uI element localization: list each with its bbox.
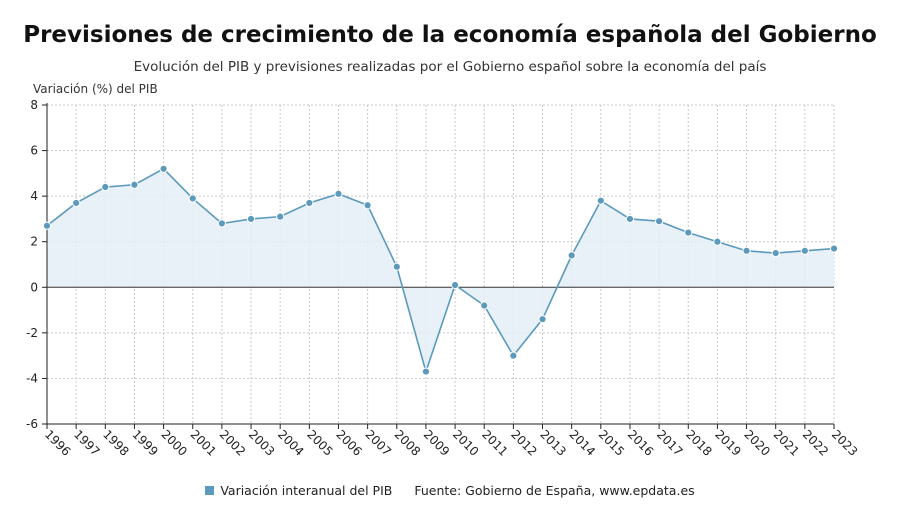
y-tick-label: 4 (30, 189, 38, 203)
data-point (188, 194, 197, 203)
x-tick-label: 2016 (625, 427, 656, 458)
chart-footer: Variación interanual del PIB Fuente: Gobi… (0, 483, 900, 498)
x-tick-label: 2014 (567, 427, 598, 458)
marker-layer (42, 164, 839, 376)
data-point (246, 214, 256, 224)
data-point (101, 182, 110, 192)
y-tick-label: 2 (30, 235, 38, 249)
x-tick-label: 2006 (333, 427, 364, 458)
x-tick-label: 2020 (741, 427, 772, 458)
axis-layer (42, 103, 835, 429)
legend-label: Variación interanual del PIB (220, 483, 393, 498)
x-tick-label: 2015 (596, 427, 627, 458)
data-point (363, 201, 372, 210)
data-point (538, 315, 547, 324)
x-tick-label: 2013 (537, 427, 568, 458)
x-tick-label: 1996 (42, 427, 73, 458)
data-point (130, 180, 139, 189)
x-tick-label: 1998 (100, 427, 131, 458)
data-point (800, 246, 809, 255)
legend-swatch (205, 486, 215, 495)
x-tick-label: 2004 (275, 427, 306, 458)
x-tick-label: 2009 (421, 427, 452, 458)
chart-title: Previsiones de crecimiento de la economí… (23, 22, 877, 48)
data-point (655, 217, 664, 226)
area-fill (47, 168, 834, 372)
source-note: Fuente: Gobierno de España, www.epdata.e… (414, 483, 695, 498)
x-tick-labels: 1996199719981999200020012002200320042005… (42, 427, 860, 458)
chart-subtitle: Evolución del PIB y previsiones realizad… (133, 59, 767, 75)
data-point (829, 244, 839, 253)
x-tick-label: 2012 (508, 427, 539, 458)
data-point (625, 214, 635, 224)
y-tick-label: -4 (26, 371, 38, 385)
data-point (392, 262, 401, 271)
x-tick-label: 2019 (712, 427, 743, 458)
x-tick-label: 2021 (771, 427, 802, 458)
y-tick-label: -2 (26, 326, 38, 340)
x-tick-label: 2007 (363, 427, 394, 458)
x-tick-label: 2001 (188, 427, 219, 458)
data-point (684, 228, 693, 237)
x-tick-label: 2000 (158, 427, 189, 458)
data-point (334, 189, 343, 198)
data-point (713, 237, 722, 246)
data-point (42, 221, 52, 230)
data-point (217, 219, 226, 228)
y-tick-label: -6 (26, 417, 38, 431)
line-layer (46, 167, 835, 375)
data-point (596, 196, 605, 205)
x-tick-label: 2023 (829, 427, 860, 458)
data-point (567, 251, 576, 260)
data-point (509, 351, 518, 360)
y-tick-label: 0 (30, 280, 38, 294)
y-tick-label: 8 (30, 98, 38, 112)
x-tick-label: 2022 (800, 427, 831, 458)
y-axis-title: Variación (%) del PIB (33, 82, 158, 96)
data-point (450, 280, 460, 290)
grid-layer (47, 104, 835, 425)
data-point (72, 198, 81, 208)
area-layer (47, 168, 834, 372)
x-tick-label: 2018 (683, 427, 714, 458)
series-line (46, 167, 835, 375)
x-tick-label: 1997 (71, 427, 102, 458)
y-tick-labels: -6 -4 -2 0 2 4 6 8 (26, 98, 38, 431)
x-tick-label: 2003 (246, 427, 277, 458)
data-point (421, 367, 431, 376)
data-point (480, 301, 489, 310)
data-point (276, 212, 285, 221)
data-point (305, 198, 314, 208)
x-tick-label: 1999 (129, 427, 160, 458)
x-tick-label: 2002 (217, 427, 248, 458)
data-point (742, 246, 751, 255)
data-point (771, 249, 780, 258)
x-tick-label: 2005 (304, 427, 335, 458)
x-tick-label: 2008 (392, 427, 423, 458)
data-point (159, 164, 168, 173)
x-tick-label: 2017 (654, 427, 685, 458)
y-tick-label: 6 (30, 144, 38, 158)
x-tick-label: 2010 (450, 427, 481, 458)
x-tick-label: 2011 (479, 427, 510, 458)
